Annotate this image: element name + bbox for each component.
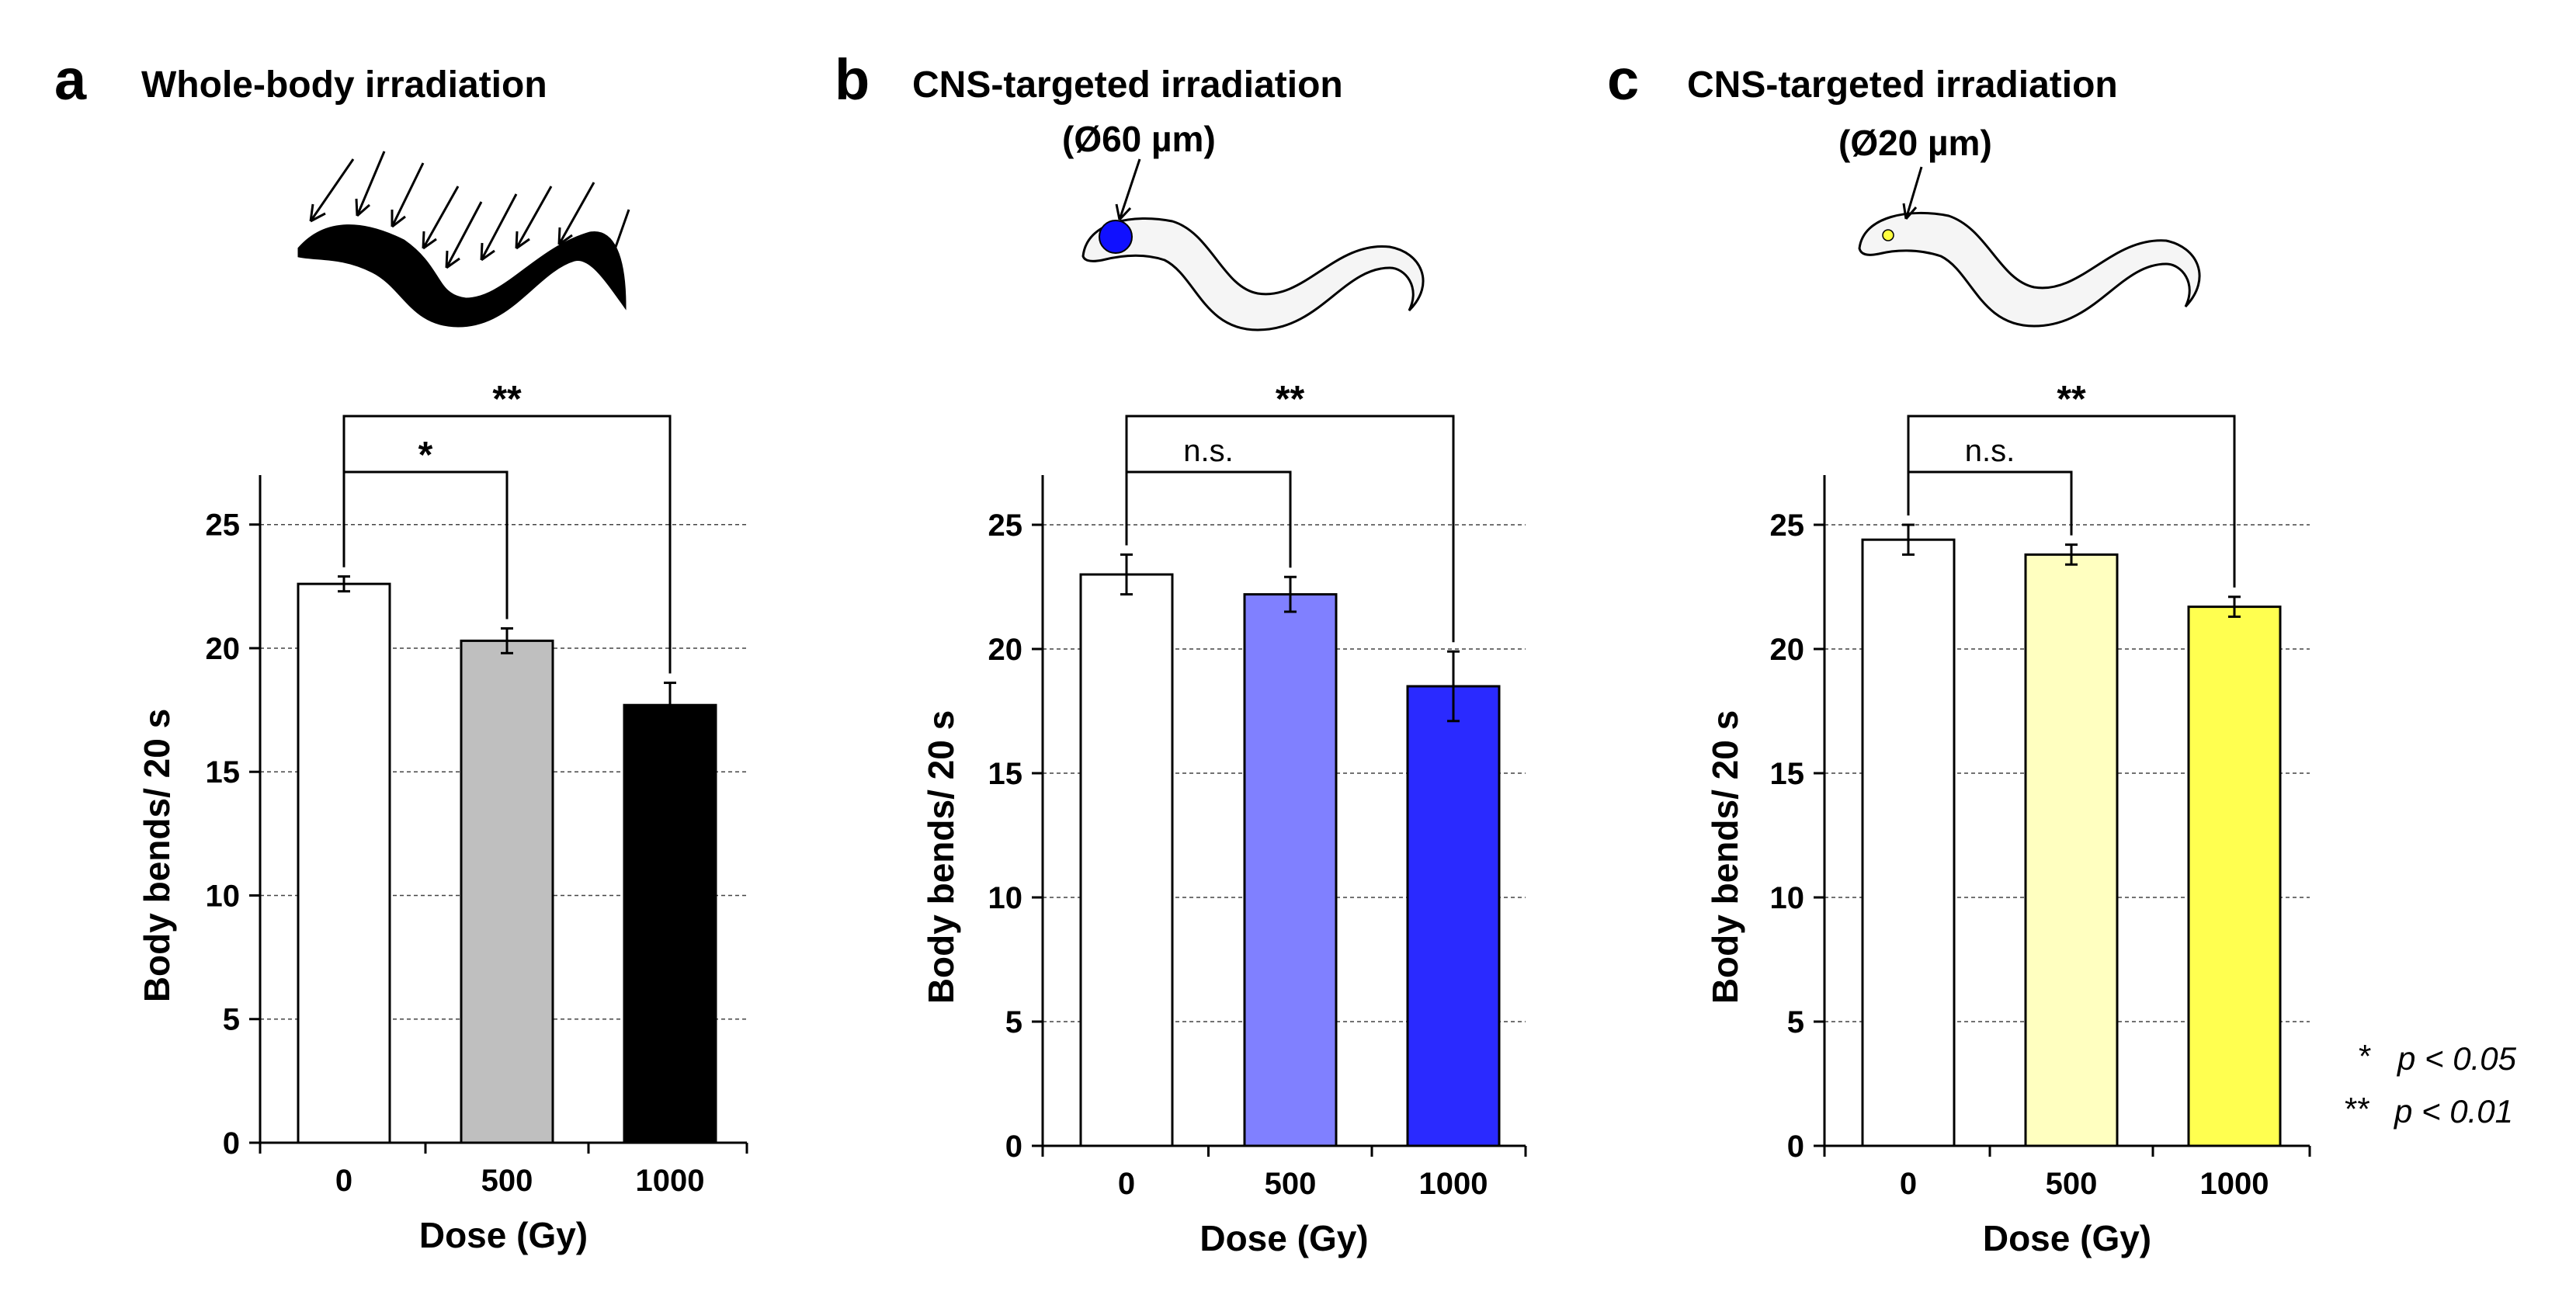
significance-bracket <box>342 415 672 674</box>
bar-0 <box>1079 573 1174 1147</box>
y-axis-label: Body bends/ 20 s <box>1705 710 1745 1004</box>
radiation-arrow <box>557 182 595 246</box>
panel-a: a Whole-body irradiation <box>54 47 630 328</box>
significance-bracket <box>1907 415 2236 588</box>
legend-text-1: p < 0.05 <box>2396 1040 2517 1077</box>
panel-c-beam-label: (Ø20 µm) <box>1838 123 1992 163</box>
bar-0 <box>297 582 391 1144</box>
bar-500 <box>460 639 554 1144</box>
y-tick-label: 10 <box>988 881 1023 915</box>
y-tick-label: 5 <box>1005 1005 1022 1039</box>
significance-bracket <box>1907 470 2073 536</box>
y-tick-label: 20 <box>988 633 1023 667</box>
y-tick-label: 25 <box>1770 508 1805 543</box>
panel-c: c CNS-targeted irradiation (Ø20 µm) <box>1607 47 2201 328</box>
panel-letter-b: b <box>835 47 870 112</box>
y-axis-label: Body bends/ 20 s <box>137 709 177 1002</box>
panel-c-title: CNS-targeted irradiation <box>1687 64 2118 106</box>
y-tick-label: 5 <box>223 1003 240 1037</box>
x-tick-label: 1000 <box>1419 1167 1488 1201</box>
y-tick-label: 15 <box>206 755 241 790</box>
radiation-arrow <box>602 209 630 277</box>
significance-label: * <box>418 435 433 476</box>
x-axis-label: Dose (Gy) <box>1983 1218 2151 1258</box>
worm-body-outline <box>1081 217 1425 331</box>
bar-chart-c: 0 5 10 15 20 25 0 500 1000 Dose (Gy) Body bends/ 2… <box>1705 379 2311 1258</box>
worm-cns-illustration-b <box>1081 158 1425 331</box>
panel-a-title: Whole-body irradiation <box>141 64 547 106</box>
y-tick-label: 25 <box>988 508 1023 543</box>
radiation-arrow <box>422 186 460 250</box>
legend-text-2: p < 0.01 <box>2393 1093 2513 1130</box>
radiation-arrow <box>391 162 425 228</box>
x-tick-label: 500 <box>481 1164 533 1198</box>
significance-label: ** <box>492 379 522 420</box>
x-tick-label: 0 <box>1118 1167 1135 1201</box>
panel-letter-c: c <box>1607 47 1639 112</box>
x-axis-label: Dose (Gy) <box>419 1215 588 1255</box>
y-tick-label: 20 <box>206 632 241 666</box>
bar-0 <box>1861 538 1956 1147</box>
bar-chart-a: 0 5 10 15 20 25 0 500 1000 Dose (Gy) Body bends/ 2… <box>137 379 748 1255</box>
irradiation-spot-small <box>1882 229 1894 241</box>
bar-chart-b: 0 5 10 15 20 25 0 500 1000 Dose (Gy) Body bends/ 2… <box>921 379 1527 1258</box>
x-tick-label: 0 <box>335 1164 352 1198</box>
worm-body-outline <box>1858 211 2201 328</box>
bar-1000 <box>2187 606 2282 1147</box>
bar-1000 <box>623 703 717 1144</box>
legend-stars-2: ** <box>2345 1091 2370 1127</box>
significance-label: ** <box>2057 379 2086 420</box>
beam-arrow-icon <box>1115 158 1141 221</box>
radiation-arrow <box>355 151 386 217</box>
y-tick-label: 0 <box>223 1126 240 1161</box>
y-tick-label: 20 <box>1770 633 1805 667</box>
significance-label: n.s. <box>1183 434 1233 468</box>
radiation-arrow <box>445 201 483 269</box>
y-axis-label: Body bends/ 20 s <box>921 710 961 1004</box>
y-tick-label: 5 <box>1787 1005 1804 1039</box>
significance-label: ** <box>1276 379 1305 420</box>
x-tick-label: 1000 <box>2200 1167 2269 1201</box>
y-tick-label: 15 <box>1770 757 1805 791</box>
y-tick-label: 0 <box>1787 1130 1804 1164</box>
panel-b-title: CNS-targeted irradiation <box>912 64 1343 106</box>
bar-500 <box>1243 593 1338 1147</box>
y-tick-label: 0 <box>1005 1130 1022 1164</box>
x-tick-label: 0 <box>1900 1167 1917 1201</box>
panel-letter-a: a <box>54 47 87 112</box>
significance-bracket <box>1125 415 1455 643</box>
x-axis-label: Dose (Gy) <box>1199 1218 1368 1258</box>
x-tick-label: 1000 <box>636 1164 705 1198</box>
bar-1000 <box>1406 685 1501 1147</box>
y-tick-label: 10 <box>1770 881 1805 915</box>
radiation-arrows-icon <box>309 151 630 277</box>
significance-label: n.s. <box>1965 434 2015 468</box>
significance-legend: * p < 0.05 ** p < 0.01 <box>2345 1038 2517 1130</box>
worm-whole-body-illustration <box>297 151 630 328</box>
bar-500 <box>2024 553 2119 1147</box>
y-tick-label: 25 <box>206 508 241 543</box>
x-tick-label: 500 <box>1265 1167 1317 1201</box>
legend-stars-1: * <box>2359 1038 2371 1074</box>
panel-b: b CNS-targeted irradiation (Ø60 µm) <box>835 47 1425 331</box>
radiation-arrow <box>309 158 355 223</box>
panel-b-beam-label: (Ø60 µm) <box>1062 119 1216 159</box>
y-tick-label: 15 <box>988 757 1023 791</box>
beam-arrow-icon <box>1902 166 1923 220</box>
worm-cns-illustration-c <box>1858 166 2201 328</box>
x-tick-label: 500 <box>2046 1167 2098 1201</box>
radiation-arrow <box>480 193 518 262</box>
significance-bracket <box>1125 470 1292 568</box>
y-tick-label: 10 <box>206 879 241 913</box>
radiation-arrow <box>515 186 553 250</box>
worm-body-black <box>297 224 627 328</box>
irradiation-spot-large <box>1099 220 1133 254</box>
